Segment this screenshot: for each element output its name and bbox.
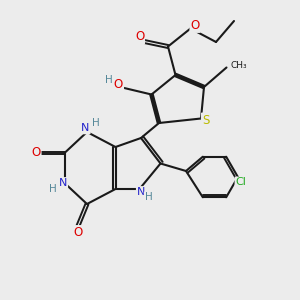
Text: H: H: [105, 75, 112, 85]
Text: O: O: [114, 77, 123, 91]
Text: O: O: [190, 19, 200, 32]
Text: N: N: [137, 187, 145, 197]
Text: S: S: [202, 113, 209, 127]
Text: O: O: [135, 30, 144, 44]
Text: O: O: [74, 226, 82, 239]
Text: Cl: Cl: [236, 177, 246, 188]
Text: H: H: [145, 192, 152, 203]
Text: O: O: [32, 146, 40, 160]
Text: CH₃: CH₃: [231, 61, 248, 70]
Text: N: N: [59, 178, 67, 188]
Text: H: H: [49, 184, 57, 194]
Text: H: H: [92, 118, 100, 128]
Text: N: N: [81, 123, 90, 134]
